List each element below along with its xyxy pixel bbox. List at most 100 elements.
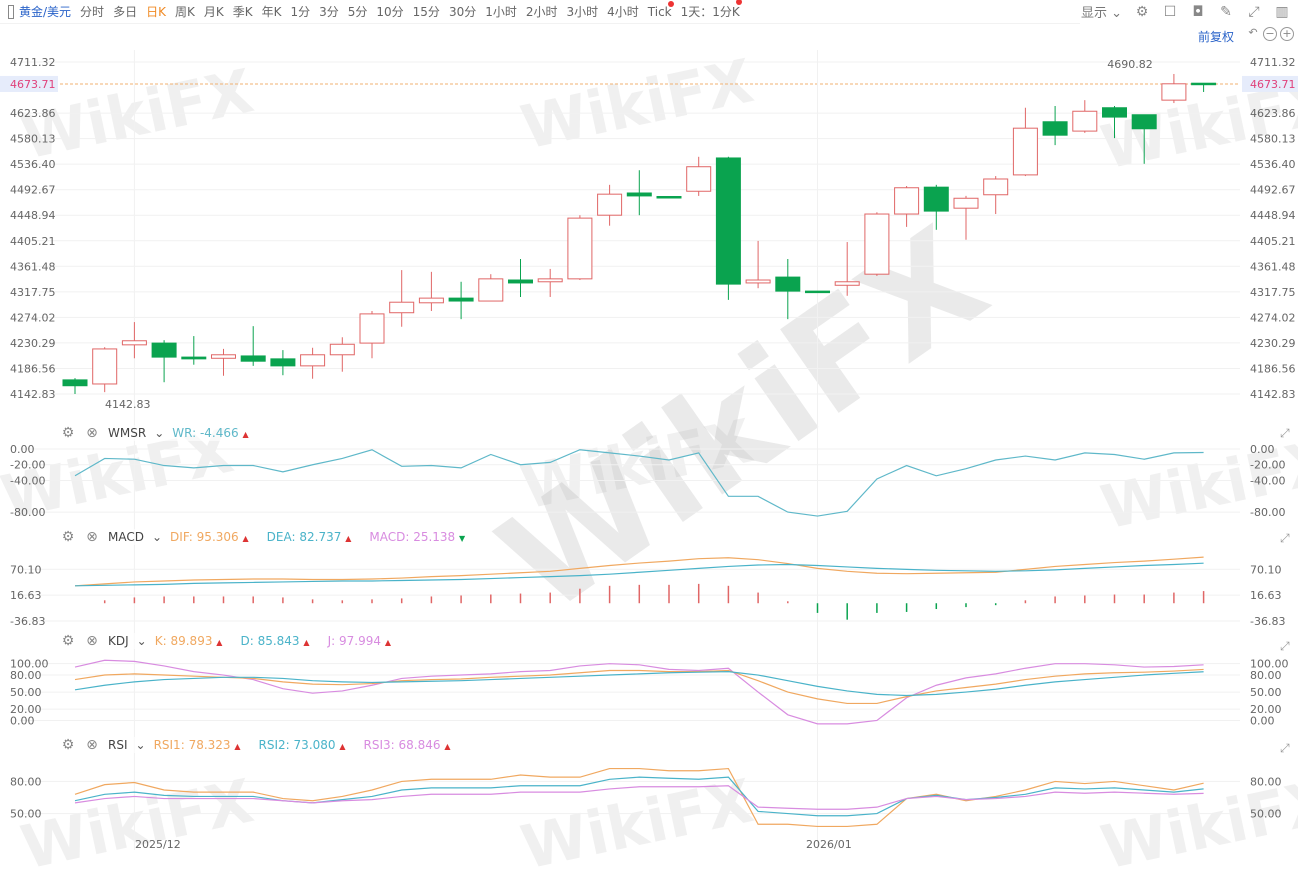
- camera-icon[interactable]: ◘: [1192, 3, 1204, 20]
- chevron-down-icon[interactable]: ⌄: [135, 738, 146, 752]
- indicator-axis-label: 0.00: [1250, 714, 1275, 727]
- zoom-tools: ↶ − +: [1246, 27, 1294, 41]
- indicator-axis-label: 80.00: [10, 669, 42, 682]
- layout-square-icon[interactable]: ☐: [1163, 3, 1177, 20]
- period-tab[interactable]: 30分: [449, 3, 476, 20]
- display-dropdown[interactable]: 显示 ⌄: [1080, 6, 1122, 21]
- period-tab[interactable]: 分时: [80, 3, 104, 20]
- period-tab[interactable]: 1小时: [485, 3, 517, 20]
- price-axis-label: 4186.56: [1250, 362, 1296, 375]
- period-tab-label: 3小时: [566, 5, 599, 19]
- pencil-icon[interactable]: ✎: [1220, 3, 1232, 20]
- wr-value: WR: -4.466 ▲: [172, 426, 248, 440]
- period-tab[interactable]: 4小时: [607, 3, 639, 20]
- up-arrow-icon: ▲: [242, 430, 249, 439]
- period-tab[interactable]: 1天：1分K: [681, 0, 742, 20]
- rsi3-label: RSI3:: [363, 738, 395, 752]
- fullscreen-icon[interactable]: ⤢: [1248, 3, 1260, 20]
- wmsr-header: ⚙ ⊗ WMSR ⌄ WR: -4.466 ▲: [60, 425, 249, 441]
- candle-down: [1191, 82, 1217, 86]
- period-tab[interactable]: 周K: [175, 3, 195, 20]
- panel-toggle-icon[interactable]: ▥: [1275, 3, 1289, 20]
- rsi2-number: 73.080: [293, 738, 336, 752]
- settings-gear-icon[interactable]: ⚙: [1135, 3, 1149, 20]
- rsi2-label: RSI2:: [258, 738, 290, 752]
- period-tab[interactable]: 5分: [348, 3, 368, 20]
- dif-number: 95.306: [196, 530, 239, 544]
- rsi3-value: RSI3: 68.846 ▲: [364, 738, 451, 752]
- indicator-name: KDJ: [108, 634, 129, 648]
- period-tab-label: 黄金/美元: [19, 5, 72, 19]
- wmsr-close-icon[interactable]: ⊗: [86, 425, 98, 441]
- candle-down: [1131, 114, 1157, 130]
- indicator-axis-label: 70.10: [10, 563, 42, 576]
- candle-down: [1102, 107, 1127, 118]
- dif-line: [74, 556, 1204, 587]
- candle-down: [715, 157, 741, 285]
- zoom-out-icon[interactable]: −: [1263, 27, 1277, 41]
- candle-up: [1161, 83, 1187, 101]
- kline-chart[interactable]: 4711.32 4711.32 4673.71 4673.71 4623.86 4623.…: [0, 0, 1298, 859]
- period-tabs: 黄金/美元 分时 多日 日K 周K 月K 季K 年K 1分 3分 5分 10分 15分 30分 1小时 2小时…: [19, 0, 749, 20]
- k-line: [74, 668, 1204, 705]
- period-tab[interactable]: 日K: [146, 3, 166, 20]
- wmsr-settings-icon[interactable]: ⚙: [61, 425, 75, 441]
- candle-up: [359, 313, 385, 344]
- chevron-down-icon[interactable]: ⌄: [154, 426, 165, 440]
- kdj-header: ⚙ ⊗ KDJ ⌄ K: 89.893 ▲ D: 85.843 ▲ J: 97.99…: [60, 633, 391, 649]
- sidebar-toggle-icon[interactable]: [8, 4, 14, 19]
- indicator-axis-label: 50.00: [10, 808, 42, 821]
- period-tab-label: 30分: [448, 5, 477, 19]
- rsi-settings-icon[interactable]: ⚙: [61, 737, 75, 753]
- period-tab[interactable]: 3分: [319, 3, 339, 20]
- kdj-close-icon[interactable]: ⊗: [86, 633, 98, 649]
- period-tab[interactable]: Tick: [647, 0, 674, 19]
- candle-down: [448, 297, 474, 302]
- rsi1-value: RSI1: 78.323 ▲: [154, 738, 241, 752]
- display-label: 显示: [1080, 6, 1107, 21]
- chevron-down-icon[interactable]: ⌄: [151, 530, 163, 544]
- price-axis-label: 4711.32: [1250, 56, 1296, 69]
- period-tab[interactable]: 月K: [204, 3, 224, 20]
- period-tab[interactable]: 年K: [262, 3, 282, 20]
- macd-settings-icon[interactable]: ⚙: [61, 529, 75, 545]
- period-tab[interactable]: 10分: [376, 3, 403, 20]
- last-price-tag: [1242, 75, 1298, 92]
- period-tab-label: 分时: [80, 5, 105, 19]
- period-tab[interactable]: 2小时: [526, 3, 558, 20]
- price-axis-label: 4186.56: [10, 362, 56, 375]
- indicator-axis-label: 50.00: [1250, 686, 1282, 699]
- period-tab[interactable]: 季K: [233, 3, 253, 20]
- zoom-in-icon[interactable]: +: [1280, 27, 1294, 41]
- indicator-axis-label: 16.63: [1250, 589, 1282, 602]
- indicator-axis-label: -20.00: [1250, 459, 1285, 472]
- period-tab-label: 3分: [319, 5, 339, 19]
- candle-up: [864, 213, 890, 275]
- rsi-close-icon[interactable]: ⊗: [86, 737, 98, 753]
- rsi1-label: RSI1:: [153, 738, 185, 752]
- candle-down: [656, 196, 682, 199]
- candle-down: [805, 290, 830, 294]
- period-tab-label: 1小时: [485, 5, 517, 19]
- macd-close-icon[interactable]: ⊗: [86, 529, 98, 545]
- price-axis-label: 4492.67: [1250, 184, 1296, 197]
- indicator-axis-label: -40.00: [1250, 475, 1285, 488]
- price-axis-label: 4536.40: [10, 158, 56, 171]
- period-tab-label: 4小时: [607, 5, 639, 19]
- adjust-price-button[interactable]: 前复权: [1197, 30, 1234, 44]
- price-axis-label: 4623.86: [10, 107, 56, 120]
- period-tab[interactable]: 3小时: [567, 3, 599, 20]
- rsi1-line: [74, 767, 1204, 828]
- period-tab[interactable]: 15分: [413, 3, 440, 20]
- undo-icon[interactable]: ↶: [1248, 26, 1258, 39]
- period-tab-label: 周K: [174, 5, 195, 19]
- period-tab[interactable]: 1分: [290, 3, 310, 20]
- dea-number: 82.737: [299, 530, 342, 544]
- symbol-selector[interactable]: 黄金/美元: [19, 3, 71, 20]
- kdj-settings-icon[interactable]: ⚙: [61, 633, 75, 649]
- indicator-axis-label: 80.00: [10, 775, 42, 788]
- period-tab[interactable]: 多日: [113, 3, 137, 20]
- chevron-down-icon[interactable]: ⌄: [136, 634, 147, 648]
- candle-up: [211, 354, 236, 359]
- period-tab-label: Tick: [647, 4, 672, 19]
